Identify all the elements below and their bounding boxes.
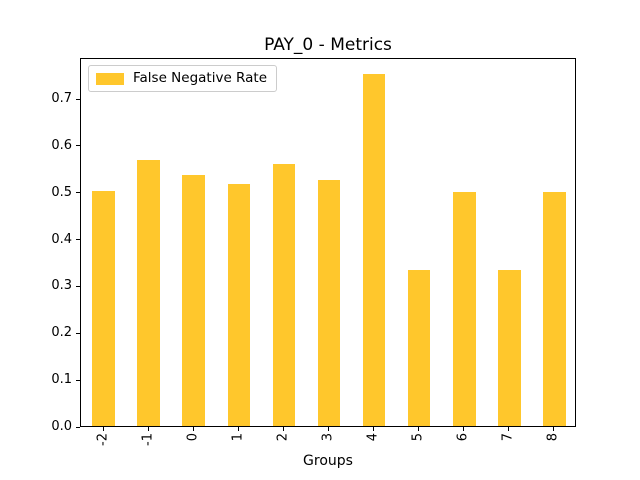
legend: False Negative Rate: [88, 65, 278, 92]
x-tick-0: [192, 427, 194, 431]
x-tick-1: [237, 427, 239, 431]
y-tick-label-0.4: 0.4: [51, 231, 72, 247]
y-tick-0.6: [76, 145, 80, 147]
x-tick-label-text: 5: [410, 433, 426, 442]
x-tick-label-text: 3: [320, 433, 336, 442]
y-tick-label-0.6: 0.6: [51, 137, 72, 153]
x-tick-label-text: 4: [365, 433, 381, 442]
y-tick-label-0.2: 0.2: [51, 325, 72, 341]
x-tick-5: [418, 427, 420, 431]
y-tick-0.3: [76, 285, 80, 287]
x-tick-label-text: 8: [545, 433, 561, 442]
x-tick-label-text: 1: [230, 433, 246, 442]
x-tick-6: [463, 427, 465, 431]
bar-3: [317, 179, 341, 426]
x-tick-7: [508, 427, 510, 431]
y-tick-label-0.3: 0.3: [51, 278, 72, 294]
x-tick-label-7: 7: [501, 433, 516, 441]
bar-0: [182, 174, 205, 426]
x-tick-4: [373, 427, 375, 431]
y-tick-label-0.1: 0.1: [51, 372, 72, 388]
y-tick-0.2: [76, 332, 80, 334]
y-tick-0.5: [76, 192, 80, 194]
bar-5: [407, 269, 431, 426]
x-tick-label-3: 3: [321, 433, 336, 441]
bar-4: [362, 74, 386, 426]
y-tick-label-0.0: 0.0: [51, 419, 72, 434]
x-tick-3: [328, 427, 329, 431]
chart-title: PAY_0 - Metrics: [264, 35, 392, 55]
bar--1: [137, 160, 160, 426]
x-tick-label-1: 1: [230, 433, 245, 441]
bar-8: [543, 191, 566, 426]
bar-6: [453, 191, 476, 426]
x-tick--2: [102, 427, 104, 431]
legend-label: False Negative Rate: [133, 70, 268, 86]
bar-1: [227, 183, 251, 426]
y-tick-0.4: [76, 239, 80, 241]
x-tick-label--2: -2: [95, 433, 110, 446]
bar--2: [92, 190, 115, 426]
x-tick-label-4: 4: [366, 433, 381, 441]
y-tick-label-0.7: 0.7: [51, 91, 72, 106]
y-tick-0.7: [76, 98, 80, 100]
x-tick-label-text: -2: [95, 433, 111, 446]
plot-area: False Negative Rate: [80, 58, 576, 427]
y-tick-0.0: [76, 426, 80, 428]
y-tick-label-0.5: 0.5: [51, 184, 72, 200]
x-tick-label-text: -1: [140, 433, 156, 446]
x-tick-label-5: 5: [411, 433, 426, 441]
x-tick-label-text: 6: [455, 433, 471, 442]
x-tick--1: [147, 427, 149, 431]
x-tick-label-6: 6: [456, 433, 471, 441]
legend-swatch-icon: [96, 72, 124, 85]
x-tick-label-text: 2: [275, 433, 291, 442]
x-tick-label-text: 7: [500, 433, 516, 442]
x-tick-label-text: 0: [185, 433, 201, 442]
x-tick-2: [282, 427, 284, 431]
x-tick-label--1: -1: [140, 433, 155, 446]
x-tick-label-0: 0: [185, 433, 200, 441]
x-tick-8: [553, 427, 555, 431]
y-tick-0.1: [76, 379, 80, 381]
x-axis-label: Groups: [303, 453, 353, 469]
x-tick-label-8: 8: [546, 433, 561, 441]
bar-2: [272, 164, 296, 426]
x-tick-label-2: 2: [275, 433, 290, 441]
bar-7: [498, 269, 521, 426]
